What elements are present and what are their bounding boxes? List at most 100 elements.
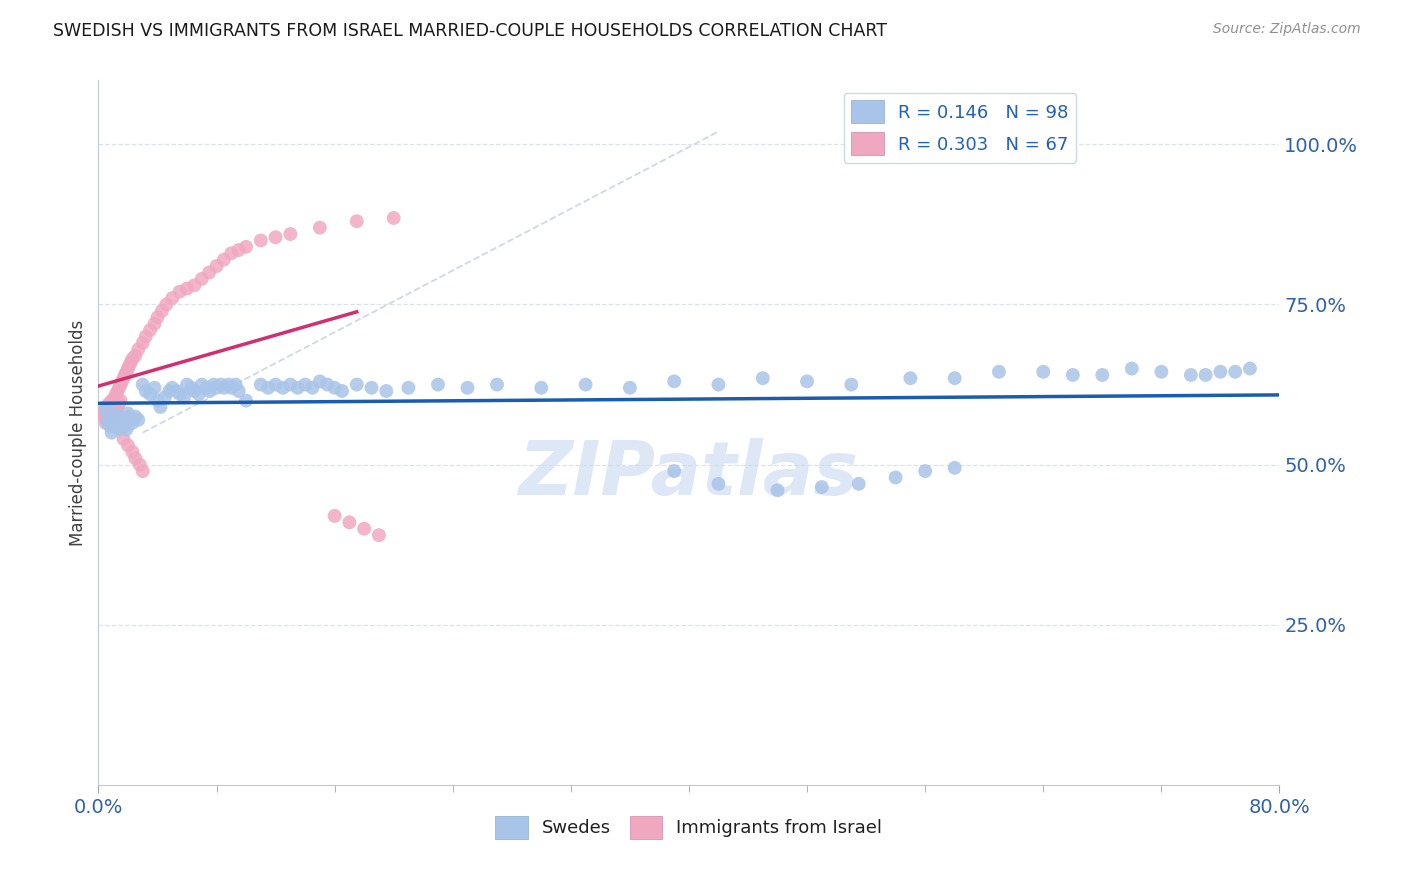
Point <box>316 377 339 392</box>
Point <box>139 323 162 337</box>
Point <box>97 413 120 427</box>
Point <box>128 458 150 472</box>
Point <box>183 278 205 293</box>
Point <box>309 375 332 389</box>
Point <box>427 377 450 392</box>
Point <box>228 243 250 257</box>
Point <box>943 461 966 475</box>
Point <box>353 522 375 536</box>
Point <box>110 377 132 392</box>
Point <box>943 371 966 385</box>
Point <box>135 384 157 398</box>
Point <box>1062 368 1084 382</box>
Point <box>112 371 135 385</box>
Point <box>176 377 198 392</box>
Point <box>105 387 128 401</box>
Point <box>96 406 118 420</box>
Point <box>398 381 420 395</box>
Point <box>766 483 789 498</box>
Point <box>1180 368 1202 382</box>
Point <box>149 400 172 414</box>
Point <box>339 516 361 530</box>
Point <box>346 377 368 392</box>
Point <box>323 508 346 523</box>
Point <box>176 281 198 295</box>
Point <box>97 397 120 411</box>
Point <box>368 528 391 542</box>
Point <box>187 387 209 401</box>
Point <box>1121 361 1143 376</box>
Point <box>309 220 332 235</box>
Point <box>360 381 382 395</box>
Point <box>195 381 218 395</box>
Point <box>121 351 143 366</box>
Point <box>104 391 127 405</box>
Point <box>112 416 135 430</box>
Legend: Swedes, Immigrants from Israel: Swedes, Immigrants from Israel <box>488 809 890 847</box>
Point <box>287 381 309 395</box>
Point <box>664 464 686 478</box>
Point <box>143 317 166 331</box>
Point <box>100 393 122 408</box>
Point <box>166 384 188 398</box>
Point <box>205 259 228 273</box>
Point <box>848 476 870 491</box>
Point <box>115 422 138 436</box>
Point <box>457 381 479 395</box>
Point <box>280 227 302 241</box>
Point <box>110 409 132 424</box>
Point <box>104 413 127 427</box>
Point <box>375 384 398 398</box>
Point <box>575 377 598 392</box>
Point <box>257 381 280 395</box>
Point <box>301 381 323 395</box>
Point <box>221 381 243 395</box>
Point <box>105 403 128 417</box>
Point <box>132 335 155 350</box>
Point <box>155 297 177 311</box>
Point <box>1209 365 1232 379</box>
Point <box>323 381 346 395</box>
Point <box>752 371 775 385</box>
Point <box>914 464 936 478</box>
Point <box>330 384 353 398</box>
Point <box>103 393 125 408</box>
Point <box>132 377 155 392</box>
Point <box>111 413 134 427</box>
Point <box>228 384 250 398</box>
Point <box>619 381 641 395</box>
Point <box>530 381 553 395</box>
Point <box>98 419 121 434</box>
Point <box>1239 361 1261 376</box>
Point <box>153 391 176 405</box>
Point <box>202 377 225 392</box>
Text: SWEDISH VS IMMIGRANTS FROM ISRAEL MARRIED-COUPLE HOUSEHOLDS CORRELATION CHART: SWEDISH VS IMMIGRANTS FROM ISRAEL MARRIE… <box>53 22 887 40</box>
Point <box>198 384 221 398</box>
Point <box>114 368 136 382</box>
Point <box>112 432 135 446</box>
Point <box>205 381 228 395</box>
Point <box>157 384 180 398</box>
Point <box>280 377 302 392</box>
Point <box>150 304 173 318</box>
Point <box>93 409 115 424</box>
Point <box>212 381 235 395</box>
Point <box>103 406 125 420</box>
Point <box>1225 365 1247 379</box>
Point <box>1032 365 1054 379</box>
Point <box>105 416 128 430</box>
Point <box>127 413 149 427</box>
Point <box>118 409 141 424</box>
Point <box>103 409 125 424</box>
Point <box>96 416 118 430</box>
Point <box>810 480 832 494</box>
Point <box>264 230 287 244</box>
Point <box>221 246 243 260</box>
Point <box>191 377 214 392</box>
Point <box>139 387 162 401</box>
Point <box>94 400 117 414</box>
Point <box>143 381 166 395</box>
Point <box>97 413 120 427</box>
Y-axis label: Married-couple Households: Married-couple Households <box>69 319 87 546</box>
Point <box>103 409 125 424</box>
